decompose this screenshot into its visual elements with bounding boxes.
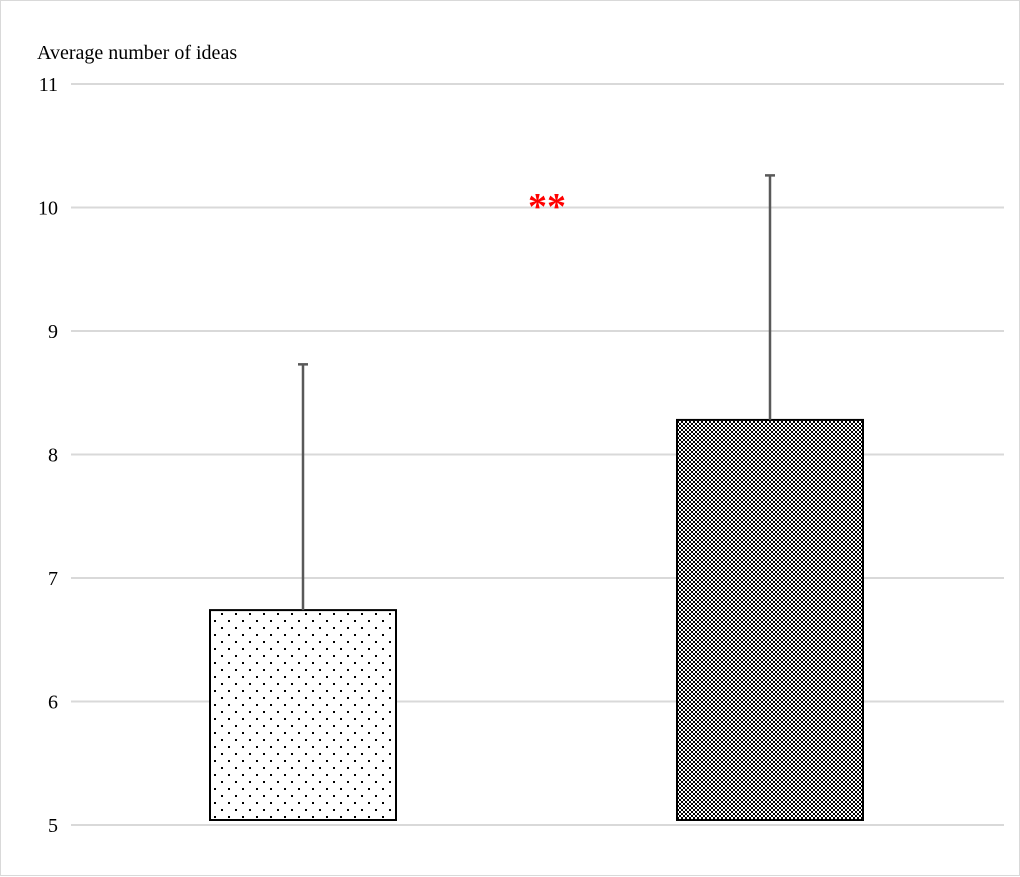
bar-2 [676,418,864,821]
y-tick-label: 7 [48,568,58,590]
y-tick-label: 10 [38,198,58,220]
y-tick-label: 6 [48,692,58,714]
bars [209,418,864,821]
error-bars [298,174,775,611]
y-tick-label: 11 [39,74,58,96]
y-tick-label: 5 [48,815,58,837]
significance-annotation: ** [528,186,566,228]
y-tick-labels: 5 6 7 8 9 10 11 [38,74,58,837]
bar-1 [209,609,397,821]
y-tick-label: 8 [48,445,58,467]
y-tick-label: 9 [48,321,58,343]
y-axis-title: Average number of ideas [37,42,237,64]
